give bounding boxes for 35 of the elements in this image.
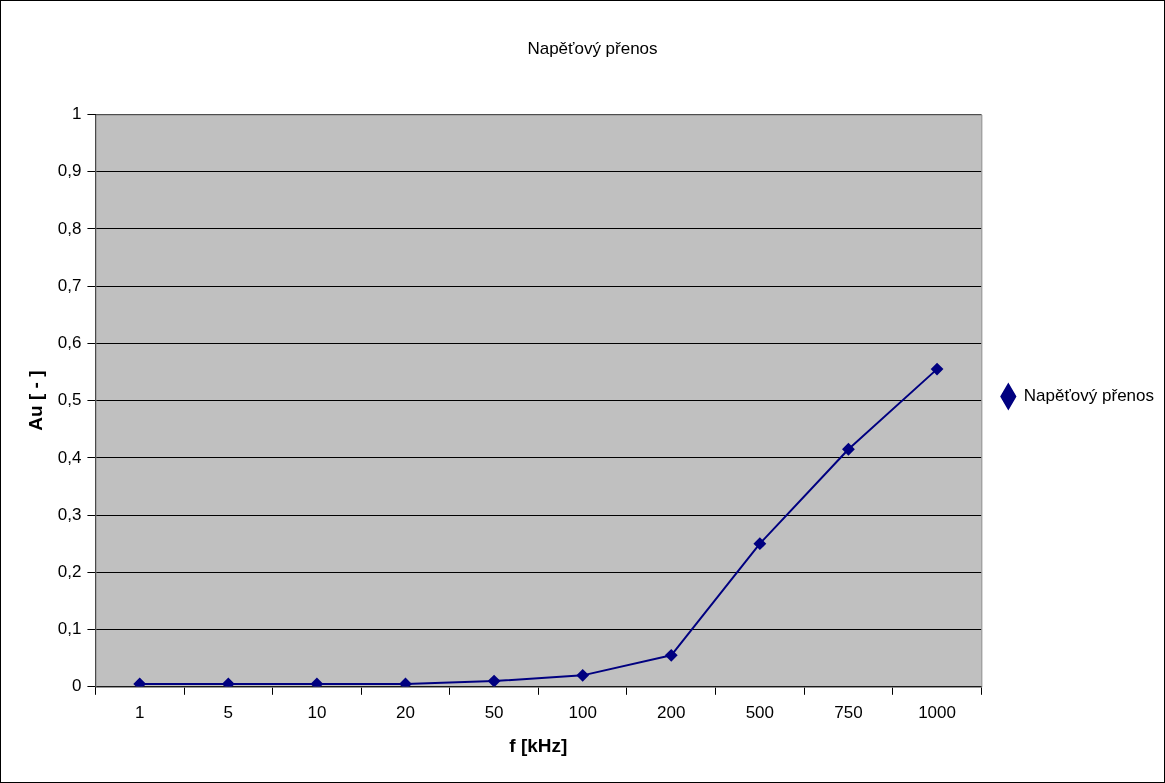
- x-tick-label: 500: [745, 702, 775, 722]
- point: [488, 675, 501, 687]
- y-tick-label: 0,1: [57, 619, 82, 639]
- chart-title: Napěťový přenos: [527, 38, 658, 58]
- x-tick-label: 200: [657, 702, 686, 722]
- x-tick-label: 20: [396, 702, 415, 722]
- x-tick-label: 1: [134, 702, 145, 722]
- y-tick-label: 0,2: [57, 562, 82, 582]
- y-tick-label: 0: [71, 676, 82, 696]
- x-tick-label: 5: [223, 702, 234, 722]
- point: [133, 677, 146, 687]
- point: [399, 677, 412, 687]
- point: [842, 443, 855, 456]
- x-axis-title: f [kHz]: [509, 734, 568, 756]
- y-tick-label: 0,7: [57, 275, 82, 295]
- y-tick-label: 0,9: [57, 161, 82, 181]
- y-tick-label: 0,6: [57, 333, 82, 353]
- x-tick-label: 750: [834, 702, 863, 722]
- y-tick-label: 0,8: [57, 218, 82, 238]
- y-axis-title: Au [ - ]: [24, 370, 46, 431]
- point: [753, 537, 766, 550]
- point: [576, 669, 589, 682]
- x-tick-label: 100: [568, 702, 597, 722]
- x-tick-label: 50: [484, 702, 504, 722]
- y-tick-label: 1: [71, 104, 82, 124]
- point: [931, 363, 944, 376]
- point: [310, 677, 323, 687]
- point: [665, 649, 678, 662]
- y-tick-label: 0,5: [57, 390, 82, 410]
- y-tick-label: 0,4: [57, 447, 82, 467]
- x-tick-label: 1000: [918, 702, 956, 722]
- point: [222, 677, 235, 687]
- legend-label: Napěťový přenos: [1023, 386, 1155, 406]
- x-tick-label: 10: [307, 702, 327, 722]
- y-tick-label: 0,3: [57, 504, 82, 524]
